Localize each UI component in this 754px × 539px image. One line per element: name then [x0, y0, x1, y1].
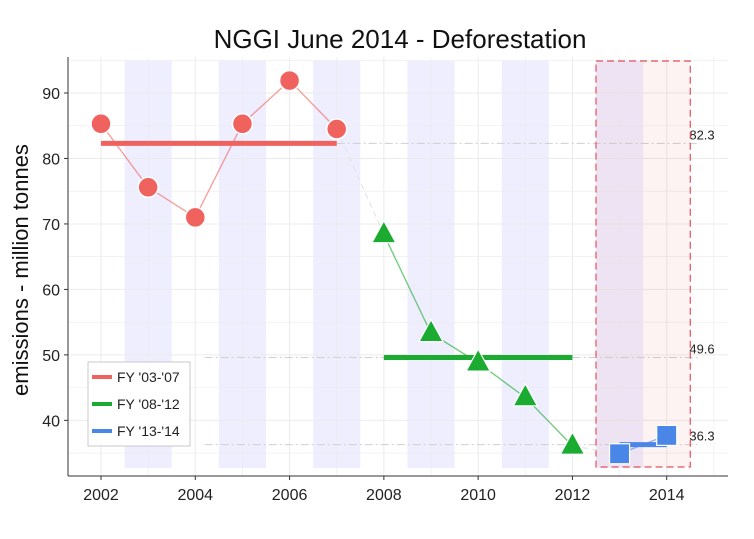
- data-point: [512, 382, 539, 407]
- legend: FY '03-'07 FY '08-'12 FY '13-'14: [87, 361, 191, 447]
- series-line-0: [100, 79, 338, 219]
- data-point: [559, 430, 586, 455]
- gridlines: [68, 57, 728, 476]
- data-point: [370, 219, 397, 244]
- data-point: [417, 318, 445, 343]
- highlight-box-rect: [595, 60, 691, 468]
- highlight-box: [595, 60, 691, 468]
- y-tick-label: 50: [42, 348, 60, 365]
- data-point: [184, 206, 207, 229]
- chart-title: NGGI June 2014 - Deforestation: [214, 24, 587, 54]
- x-tick-label: 2002: [83, 487, 119, 504]
- series-layer: [90, 69, 678, 465]
- data-point: [90, 113, 112, 135]
- legend-label-0: FY '03-'07: [117, 369, 180, 385]
- data-point: [325, 118, 348, 140]
- data-point: [608, 443, 631, 465]
- data-point: [278, 69, 301, 92]
- legend-label-2: FY '13-'14: [117, 423, 180, 439]
- data-point: [137, 176, 159, 199]
- x-tick-label: 2008: [366, 487, 402, 504]
- x-tick-label: 2014: [649, 487, 685, 504]
- axes: 40 50 60 70 80 90 2002 2004 2006 2008 2010 2012 2014: [42, 57, 728, 504]
- series-connector-line: [572, 445, 620, 455]
- data-point: [231, 113, 254, 135]
- x-tick-label: 2006: [272, 487, 308, 504]
- y-tick-label: 80: [42, 151, 60, 168]
- legend-label-1: FY '08-'12: [117, 396, 180, 412]
- y-tick-label: 90: [42, 86, 60, 103]
- y-tick-label: 40: [42, 413, 60, 430]
- reference-label-2: 36.3: [689, 429, 714, 444]
- x-tick-label: 2004: [177, 487, 213, 504]
- y-tick-label: 70: [42, 217, 60, 234]
- reference-label-0: 82.3: [689, 127, 714, 142]
- reference-label-1: 49.6: [689, 342, 714, 357]
- y-tick-label: 60: [42, 282, 60, 299]
- x-tick-label: 2010: [460, 487, 496, 504]
- x-tick-label: 2012: [555, 487, 591, 504]
- data-point: [465, 347, 492, 372]
- y-axis-label: emissions - million tonnes: [8, 144, 33, 396]
- data-point: [656, 424, 678, 447]
